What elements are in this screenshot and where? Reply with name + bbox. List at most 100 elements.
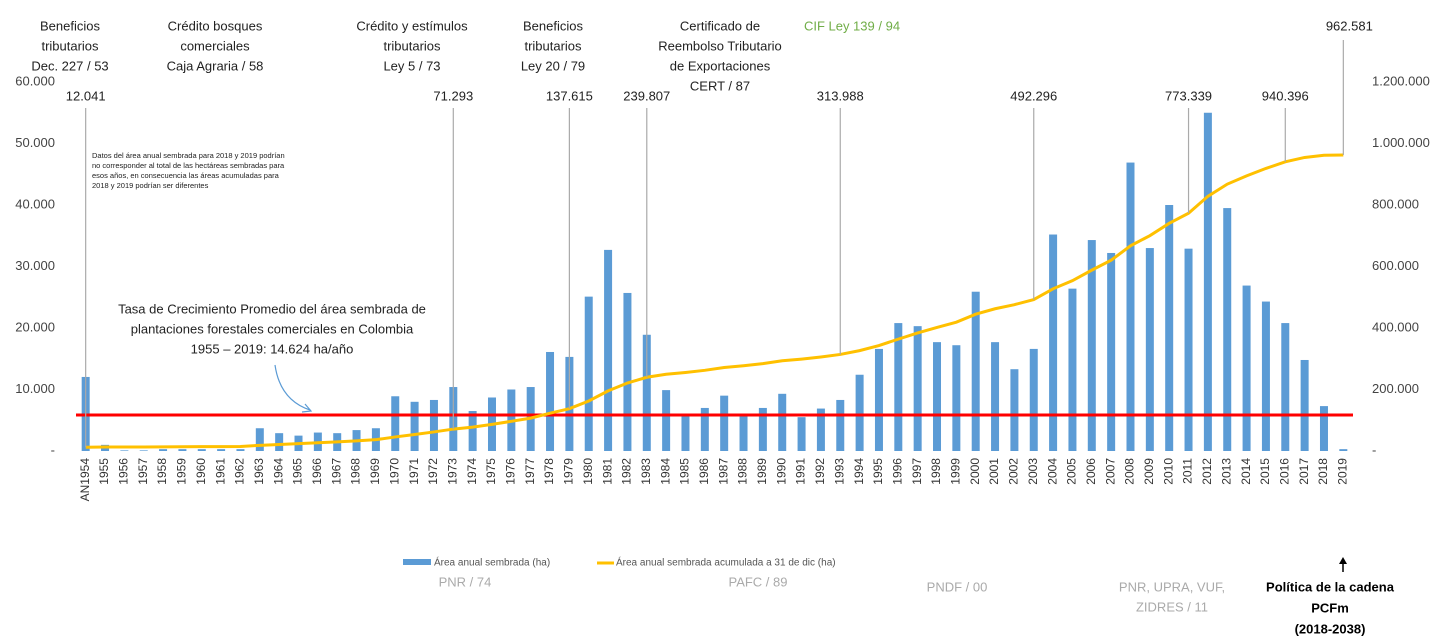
y-tick-label: 60.000 <box>15 73 55 88</box>
x-tick-label: 2017 <box>1297 458 1311 485</box>
bar <box>159 449 168 451</box>
annotation: tributarios <box>41 38 99 53</box>
x-tick-label: 1990 <box>774 458 788 485</box>
bar <box>1319 406 1328 451</box>
bar <box>623 292 632 451</box>
x-tick-label: 1984 <box>658 458 672 485</box>
policy: PNDF / 00 <box>927 579 988 594</box>
y-tick-label: - <box>51 442 55 457</box>
bar <box>1029 348 1038 451</box>
bar <box>971 291 980 451</box>
x-tick-label: AN1954 <box>78 458 92 502</box>
bar <box>894 323 903 451</box>
bar <box>546 351 555 451</box>
bar <box>991 342 1000 451</box>
policy: PNR, UPRA, VUF, <box>1119 579 1225 594</box>
bar <box>1261 301 1270 451</box>
x-tick-label: 1978 <box>542 458 556 485</box>
growth-note: 1955 – 2019: 14.624 ha/año <box>191 341 354 356</box>
x-tick-label: 2016 <box>1277 458 1291 485</box>
x-tick-label: 1963 <box>252 458 266 485</box>
x-tick-label: 1957 <box>136 458 150 485</box>
current-policy: Política de la cadena <box>1266 579 1395 594</box>
x-tick-label: 1989 <box>755 458 769 485</box>
data-label: 71.293 <box>433 88 473 103</box>
x-tick-label: 1976 <box>504 458 518 485</box>
bar <box>739 415 748 451</box>
x-tick-label: 2008 <box>1123 458 1137 485</box>
annotation: de Exportaciones <box>670 58 771 73</box>
x-tick-label: 1992 <box>813 458 827 485</box>
x-tick-label: 2009 <box>1142 458 1156 485</box>
annotation: tributarios <box>383 38 441 53</box>
bar <box>1145 248 1154 451</box>
bar <box>952 345 961 451</box>
data-label: 313.988 <box>817 88 864 103</box>
bar <box>662 390 671 451</box>
bar <box>1339 449 1348 451</box>
growth-note: Tasa de Crecimiento Promedio del área se… <box>118 301 426 316</box>
x-tick-label: 1994 <box>852 458 866 485</box>
bar <box>1087 240 1096 451</box>
bar <box>1107 252 1116 451</box>
bar <box>410 401 419 451</box>
y2-tick-label: 1.000.000 <box>1372 135 1430 150</box>
bar <box>1049 234 1058 451</box>
bar <box>139 450 148 451</box>
annotation: comerciales <box>180 38 250 53</box>
bar <box>255 428 264 451</box>
bar <box>1068 288 1077 451</box>
x-tick-label: 2006 <box>1084 458 1098 485</box>
bar <box>217 449 226 451</box>
x-tick-label: 2019 <box>1335 458 1349 485</box>
y2-tick-label: 800.000 <box>1372 196 1419 211</box>
bar <box>797 417 806 451</box>
x-tick-label: 1988 <box>736 458 750 485</box>
bar <box>604 249 613 451</box>
bar <box>913 326 922 451</box>
x-tick-label: 1979 <box>562 458 576 485</box>
x-tick-label: 2014 <box>1239 458 1253 485</box>
bar <box>178 449 187 451</box>
bar <box>720 395 729 451</box>
bar <box>933 342 942 451</box>
bar <box>197 449 206 451</box>
y-tick-label: 50.000 <box>15 135 55 150</box>
x-tick-label: 2013 <box>1219 458 1233 485</box>
annotation: Crédito y estímulos <box>356 18 468 33</box>
x-tick-label: 1970 <box>387 458 401 485</box>
x-tick-label: 2015 <box>1258 458 1272 485</box>
bar <box>836 399 845 451</box>
y2-tick-label: 600.000 <box>1372 258 1419 273</box>
x-tick-label: 2010 <box>1161 458 1175 485</box>
policy: ZIDRES / 11 <box>1136 599 1208 614</box>
x-tick-label: 2011 <box>1181 458 1195 484</box>
current-policy: (2018-2038) <box>1295 621 1366 636</box>
legend-label: Área anual sembrada acumulada a 31 de di… <box>616 556 836 569</box>
y2-tick-label: 1.200.000 <box>1372 73 1430 88</box>
x-tick-label: 1958 <box>155 458 169 485</box>
bar <box>1300 359 1309 451</box>
bar <box>1242 285 1251 451</box>
x-tick-label: 1999 <box>949 458 963 485</box>
x-tick-label: 1977 <box>523 458 537 485</box>
x-tick-label: 1971 <box>407 458 421 485</box>
x-tick-label: 1962 <box>233 458 247 485</box>
y2-tick-label: - <box>1372 442 1376 457</box>
annotation: Ley 20 / 79 <box>521 58 585 73</box>
bar <box>681 415 690 451</box>
bar <box>236 449 245 451</box>
x-tick-label: 1965 <box>291 458 305 485</box>
x-tick-label: 2007 <box>1103 458 1117 485</box>
x-tick-label: 1969 <box>368 458 382 485</box>
x-tick-label: 2003 <box>1026 458 1040 485</box>
x-tick-label: 1991 <box>794 458 808 485</box>
y-tick-label: 30.000 <box>15 258 55 273</box>
growth-arrow-head <box>301 403 313 413</box>
annotation: Certificado de <box>680 18 760 33</box>
x-tick-label: 2005 <box>1065 458 1079 485</box>
bar <box>874 348 883 451</box>
growth-arrow <box>274 364 311 411</box>
data-label: 773.339 <box>1165 88 1212 103</box>
note: 2018 y 2019 podrían ser diferentes <box>92 181 209 190</box>
